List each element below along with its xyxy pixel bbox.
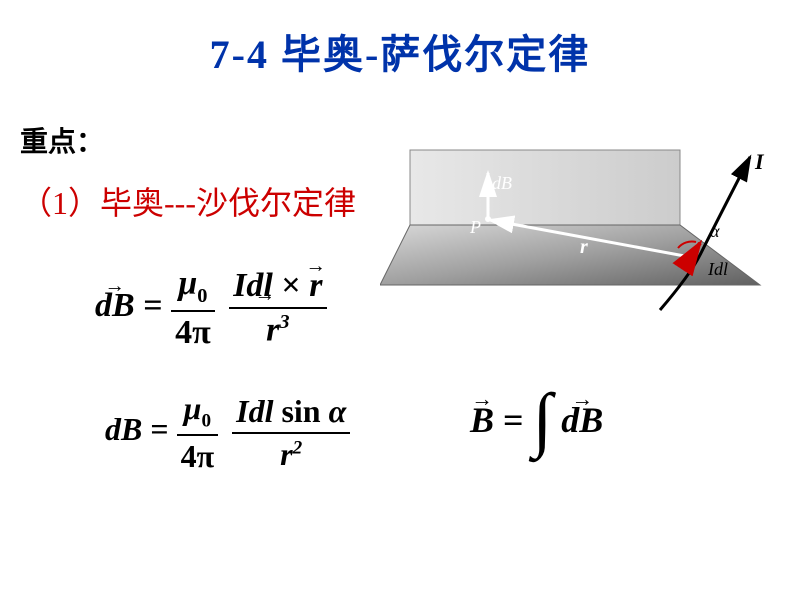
formula-scalar-biot-savart: dB = μ0 4π Idl sin α r2 [105,390,350,475]
label-p: P [469,217,481,237]
label-i: I [754,149,765,174]
label-idl: Idl [707,259,728,279]
slide-title: 7-4 毕奥-萨伐尔定律 [0,22,800,80]
diagram-wall [410,150,680,225]
point-1: （1）毕奥---沙伐尔定律 [20,178,356,224]
label-db: dB [492,173,512,193]
formula-vector-biot-savart: →dB = μ0 4π Idl→ × →r r3 [95,265,327,352]
label-r: r [580,236,588,258]
biot-savart-diagram: dB P r α Idl I [380,145,780,315]
key-points-label: 重点： [20,120,104,160]
formula-integral: →B = ∫ →dB [470,395,603,453]
label-alpha: α [710,221,720,241]
